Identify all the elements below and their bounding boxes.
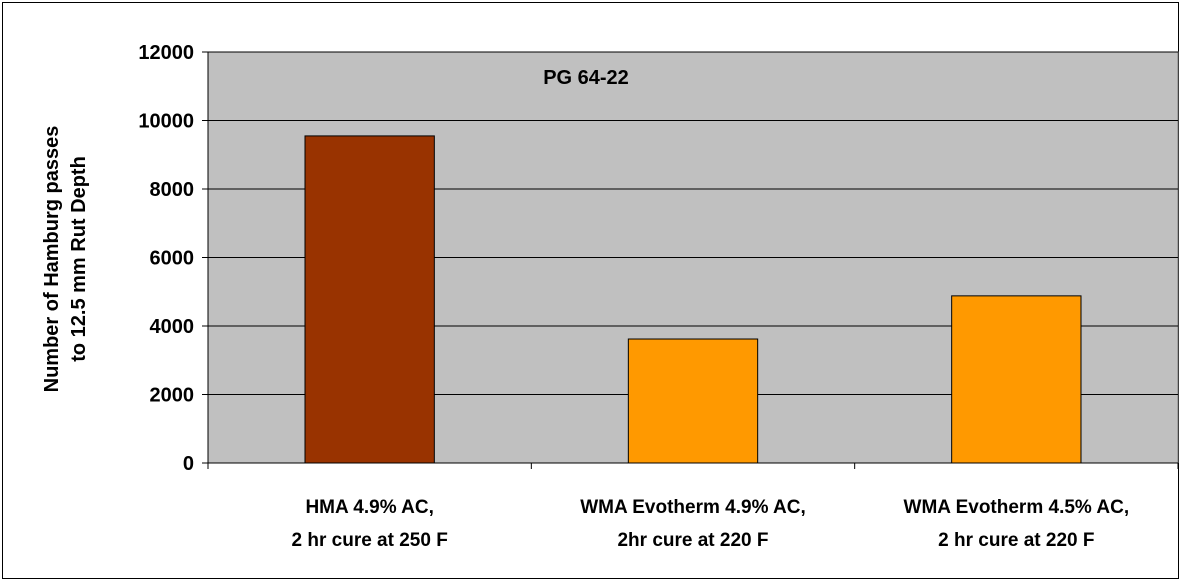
x-axis-labels: HMA 4.9% AC, 2 hr cure at 250 F WMA Evothe…	[292, 497, 1130, 551]
bar	[951, 295, 1082, 464]
x-category-label: 2 hr cure at 250 F	[292, 530, 448, 551]
y-tick-label: 2000	[150, 385, 195, 407]
bar	[627, 338, 759, 464]
chart-title: PG 64-22	[543, 67, 629, 89]
x-axis-ticks	[207, 463, 1179, 469]
y-tick-label: 10000	[138, 111, 194, 133]
y-tick-label: 8000	[150, 179, 195, 201]
x-category-label: 2 hr cure at 220 F	[938, 530, 1094, 551]
y-tick-label: 0	[183, 453, 194, 475]
y-axis-title-line-1: Number of Hamburg passes	[41, 126, 63, 393]
x-category-label: HMA 4.9% AC,	[305, 497, 433, 518]
y-tick-label: 4000	[150, 316, 195, 338]
bar	[304, 135, 435, 464]
x-category-label: WMA Evotherm 4.5% AC,	[904, 497, 1130, 518]
y-axis-ticks: 0 2000 4000 6000 8000 10000 12000	[138, 42, 208, 475]
x-category-label: WMA Evotherm 4.9% AC,	[580, 497, 806, 518]
bars	[304, 135, 1082, 464]
y-axis-title: Number of Hamburg passes to 12.5 mm Rut …	[41, 126, 90, 393]
y-tick-label: 12000	[138, 42, 194, 64]
bar-chart: 0 2000 4000 6000 8000 10000 12000 HMA 4.9% AC,…	[41, 42, 1179, 551]
y-tick-label: 6000	[150, 248, 195, 270]
y-axis-title-line-2: to 12.5 mm Rut Depth	[68, 156, 90, 362]
x-category-label: 2hr cure at 220 F	[617, 530, 768, 551]
